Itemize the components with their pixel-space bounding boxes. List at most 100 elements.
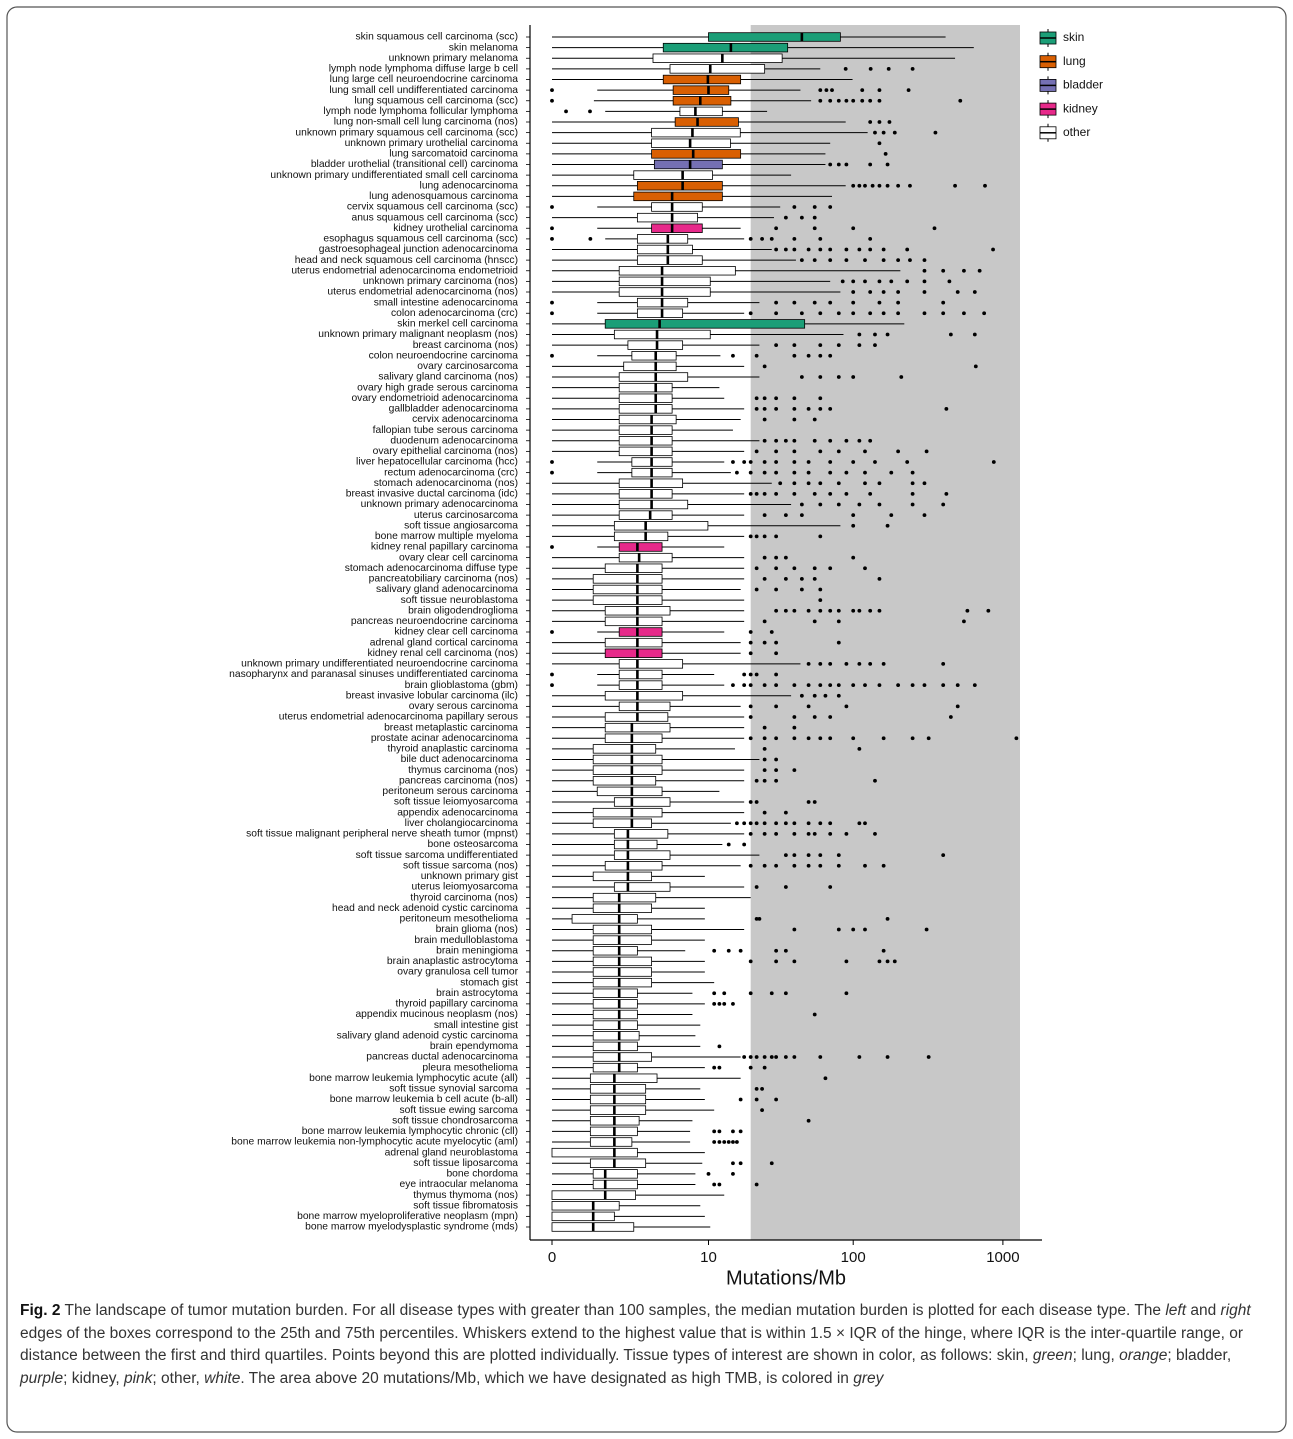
outlier [844,98,849,103]
category-label: brain oligodendroglioma [408,605,518,616]
outlier [885,183,890,188]
x-axis-title: Mutations/Mb [726,1267,846,1289]
outlier [774,406,779,411]
outlier [717,1001,722,1006]
outlier [731,460,735,464]
category-label: gallbladder adenocarcinoma [389,404,519,415]
outlier [851,460,856,464]
box [613,829,669,839]
outlier [738,1161,743,1166]
box [618,276,711,287]
outlier [887,120,892,124]
outlier [863,449,867,454]
outlier [792,449,797,454]
outlier [836,863,841,868]
category-label: head and neck squamous cell carcinoma (h… [295,255,518,266]
outlier [792,1055,797,1059]
outlier [836,375,841,379]
box [618,266,736,276]
outlier [754,491,759,496]
box [672,96,732,106]
outlier [748,704,753,709]
outlier [806,736,811,741]
box [589,1105,647,1115]
box [662,74,742,85]
category-label: bone marrow leukemia lymphocytic acute (… [309,1073,518,1084]
outlier [924,927,929,932]
outlier [762,746,767,751]
outlier [799,311,804,316]
outlier [731,1161,735,1166]
box [592,754,663,765]
outlier [812,619,817,624]
outlier [774,778,779,783]
outlier [762,438,767,443]
outlier [881,948,886,953]
box [592,744,657,754]
box [618,659,684,669]
outlier [783,991,788,996]
outlier [947,279,952,284]
category-label: brain glioma (nos) [436,924,518,935]
category-label: kidney urothelial carcinoma [393,223,518,234]
outlier [748,800,753,804]
outlier [792,205,797,209]
outlier [873,332,877,337]
category-label: skin squamous cell carcinoma (scc) [355,32,518,43]
box [592,871,652,882]
outlier [885,162,890,167]
outlier [792,863,797,868]
outlier [748,715,753,719]
outlier [762,725,767,730]
box [613,882,671,892]
outlier [857,502,862,507]
caption-text: grey [853,1369,884,1387]
outlier [769,1055,774,1059]
outlier [881,311,886,316]
category-label: rectum adenocarcinoma (crc) [384,467,518,478]
outlier [742,1055,747,1059]
outlier [885,916,890,921]
outlier [783,810,788,815]
outlier [836,693,841,698]
category-label: small intestine gist [434,1020,518,1031]
outlier [722,1001,727,1006]
category-label: thymus thymoma (nos) [413,1190,518,1201]
outlier [910,736,915,741]
category-label: skin melanoma [449,42,519,53]
outlier [844,470,849,475]
outlier [844,959,849,964]
outlier [792,353,797,358]
outlier [851,555,856,560]
outlier [726,948,731,953]
outlier [806,1118,811,1123]
category-label: brain anaplastic astrocytoma [387,956,518,967]
outlier [812,300,817,305]
outlier [812,715,817,719]
outlier [806,608,811,613]
legend-label: kidney [1063,101,1098,115]
outlier [792,927,797,932]
outlier [550,226,554,231]
outlier [762,831,767,836]
category-label: uterus endometrial adenocarcinoma (nos) [327,287,518,298]
outlier [762,555,767,560]
outlier [783,608,788,613]
category-label: bone marrow leukemia non-lymphocytic acu… [231,1137,518,1148]
category-label: head and neck adenoid cystic carcinoma [332,903,518,914]
outlier [735,1140,739,1144]
outlier [812,831,817,836]
outlier [799,258,804,263]
outlier [877,683,882,688]
box [592,892,657,903]
outlier [774,959,779,964]
category-label: kidney clear cell carcinoma [394,627,518,638]
outlier [783,885,788,889]
box [633,170,713,180]
outlier [857,821,862,826]
outlier [712,1129,717,1134]
outlier [828,736,833,741]
legend-label: skin [1063,30,1084,44]
box [618,372,689,382]
outlier [762,810,767,815]
